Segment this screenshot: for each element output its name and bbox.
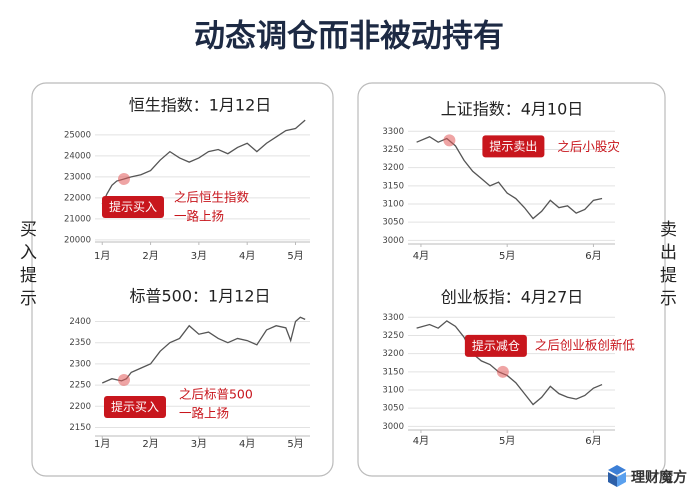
x-tick-label: 4月 (239, 250, 255, 262)
x-tick-label: 1月 (94, 438, 110, 450)
x-tick-label: 5月 (287, 438, 303, 450)
y-tick-label: 3000 (382, 236, 404, 246)
x-tick-label: 3月 (191, 438, 207, 450)
note: 之后小股灾 (557, 139, 620, 154)
x-tick-label: 3月 (191, 250, 207, 262)
y-tick-label: 24000 (64, 151, 91, 161)
y-tick-label: 3200 (382, 349, 404, 359)
y-tick-label: 3050 (382, 218, 404, 228)
x-tick-label: 5月 (499, 435, 515, 447)
x-tick-label: 5月 (287, 250, 303, 262)
y-tick-label: 3100 (382, 386, 404, 396)
note: 一路上扬 (174, 208, 224, 223)
note: 之后创业板创新低 (535, 337, 636, 352)
left-panel (31, 82, 334, 477)
brand: 理财魔方 (631, 469, 687, 486)
x-tick-label: 6月 (585, 250, 601, 262)
chart-title: 创业板指：4月27日 (441, 288, 584, 307)
y-tick-label: 2200 (69, 402, 91, 412)
y-tick-label: 23000 (64, 172, 91, 182)
x-tick-label: 4月 (413, 435, 429, 447)
x-tick-label: 1月 (94, 250, 110, 262)
callout: 提示减仓 (472, 338, 520, 353)
y-tick-label: 3150 (382, 367, 404, 377)
y-tick-label: 3300 (382, 127, 404, 137)
y-tick-label: 3250 (382, 145, 404, 155)
y-tick-label: 3000 (382, 422, 404, 432)
signal-marker (496, 365, 509, 378)
callout: 提示买入 (111, 399, 159, 414)
callout-box (103, 396, 166, 419)
chart-title: 恒生指数：1月12日 (129, 96, 272, 115)
x-tick-label: 4月 (413, 250, 429, 262)
y-tick-label: 20000 (64, 235, 91, 245)
callout: 提示卖出 (489, 138, 537, 153)
chart-title: 标普500：1月12日 (129, 287, 270, 306)
y-tick-label: 3300 (382, 313, 404, 323)
y-tick-label: 3150 (382, 181, 404, 191)
callout-box (464, 334, 527, 357)
y-tick-label: 2150 (69, 423, 91, 433)
line (101, 316, 306, 384)
page-title: 动态调仓而非被动持有 (194, 19, 504, 55)
brand-logo (608, 465, 626, 487)
y-tick-label: 2400 (69, 317, 91, 327)
x-tick-label: 5月 (499, 250, 515, 262)
y-tick-label: 21000 (64, 214, 91, 224)
y-tick-label: 3100 (382, 200, 404, 210)
y-tick-label: 3050 (382, 404, 404, 414)
callout-box (482, 135, 545, 158)
y-tick-label: 3200 (382, 163, 404, 173)
signal-marker (443, 134, 456, 147)
signal-marker (117, 374, 130, 387)
y-tick-label: 25000 (64, 130, 91, 140)
note: 之后标普500 (179, 387, 253, 402)
callout-box (101, 195, 164, 218)
right-panel (357, 82, 666, 477)
y-tick-label: 2250 (69, 381, 91, 391)
signal-marker (117, 172, 130, 185)
right-label: 卖出提示 (656, 220, 676, 312)
chart-title: 上证指数：4月10日 (441, 100, 584, 119)
x-tick-label: 4月 (239, 438, 255, 450)
x-tick-label: 6月 (585, 435, 601, 447)
note: 一路上扬 (179, 406, 229, 421)
y-tick-label: 22000 (64, 193, 91, 203)
note: 之后恒生指数 (174, 189, 250, 204)
line (416, 320, 603, 406)
y-tick-label: 3250 (382, 331, 404, 341)
x-tick-label: 2月 (142, 438, 158, 450)
y-tick-label: 2350 (69, 338, 91, 348)
x-tick-label: 2月 (142, 250, 158, 262)
left-label: 买入提示 (16, 220, 36, 312)
y-tick-label: 2300 (69, 359, 91, 369)
callout: 提示买入 (109, 199, 157, 214)
